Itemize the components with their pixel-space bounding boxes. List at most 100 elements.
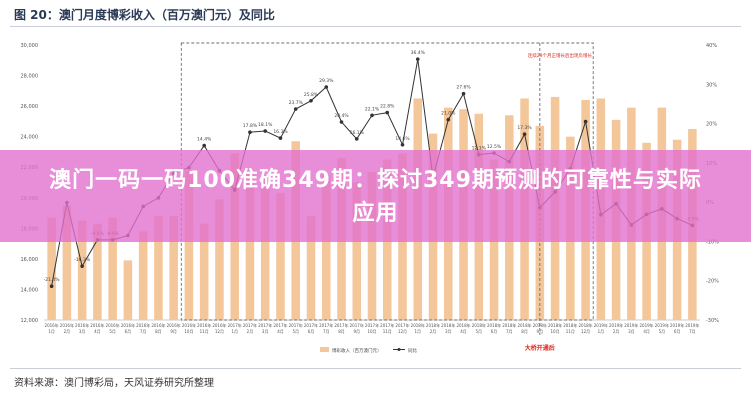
x-tick-year: 2016年 xyxy=(212,322,226,328)
yoy-point xyxy=(278,136,283,140)
x-tick-month: 7月 xyxy=(323,329,330,334)
x-tick-year: 2018年 xyxy=(426,322,440,328)
x-tick-month: 7月 xyxy=(140,329,147,334)
yoy-data-label: 20.4% xyxy=(334,113,349,119)
bar xyxy=(352,182,362,320)
x-tick-month: 4月 xyxy=(460,329,467,334)
x-tick-month: 1月 xyxy=(48,329,55,334)
x-tick-month: 12月 xyxy=(581,329,590,334)
x-tick-month: 5月 xyxy=(659,329,666,334)
x-tick-year: 2016年 xyxy=(121,322,135,328)
y-left-tick-label: 30,000 xyxy=(21,43,39,49)
yoy-data-label: 21.0% xyxy=(441,111,456,117)
bar xyxy=(245,170,255,320)
yoy-point xyxy=(522,132,527,136)
bar xyxy=(138,231,148,320)
bar xyxy=(47,217,56,320)
x-tick-year: 2016年 xyxy=(60,322,74,328)
bar xyxy=(77,220,87,320)
yoy-data-label: 17.8% xyxy=(243,123,258,129)
x-tick-month: 11月 xyxy=(383,329,392,334)
y-left-tick-label: 12,000 xyxy=(21,318,39,324)
x-tick-month: 11月 xyxy=(200,329,209,334)
x-tick-year: 2017年 xyxy=(304,322,318,328)
y-left-tick-label: 14,000 xyxy=(21,287,39,293)
x-tick-month: 9月 xyxy=(537,329,544,334)
bar xyxy=(199,223,209,320)
banner-text: 澳门一码一码100准确349期：探讨349期预测的可靠性与实际应用 xyxy=(49,168,702,226)
x-tick-year: 2019年 xyxy=(655,322,669,328)
yoy-point xyxy=(80,264,84,268)
x-tick-year: 2016年 xyxy=(151,322,165,328)
y-right-tick-label: 30% xyxy=(706,82,717,88)
x-tick-year: 2016年 xyxy=(106,322,120,328)
x-tick-month: 2月 xyxy=(613,329,620,334)
x-tick-month: 5月 xyxy=(476,329,483,334)
y-right-tick-label: 20% xyxy=(706,122,717,128)
x-tick-month: 6月 xyxy=(674,329,681,334)
x-tick-year: 2017年 xyxy=(228,322,242,328)
x-tick-month: 12月 xyxy=(215,329,224,334)
y-right-tick-label: 40% xyxy=(706,43,717,49)
x-tick-month: 5月 xyxy=(292,329,299,334)
y-left-tick-label: 24,000 xyxy=(21,135,39,141)
yoy-point xyxy=(248,130,252,135)
x-tick-month: 4月 xyxy=(277,329,284,334)
yoy-data-label: 16.3% xyxy=(273,129,288,135)
yoy-data-label: -21.4% xyxy=(44,277,61,283)
x-tick-month: 3月 xyxy=(79,329,86,334)
x-tick-year: 2018年 xyxy=(487,322,501,328)
yoy-point xyxy=(339,120,344,124)
x-tick-year: 2017年 xyxy=(319,322,333,328)
y-left-tick-label: 28,000 xyxy=(21,74,39,80)
yoy-point xyxy=(415,57,420,61)
yoy-point xyxy=(263,129,268,133)
x-tick-year: 2019年 xyxy=(609,322,623,328)
bar xyxy=(123,260,133,320)
legend-label-bar: 博彩收入（百万澳门元） xyxy=(332,347,382,354)
yoy-point xyxy=(293,107,298,111)
x-tick-month: 3月 xyxy=(262,329,269,334)
x-tick-year: 2019年 xyxy=(594,322,608,328)
overlay-banner: 澳门一码一码100准确349期：探讨349期预测的可靠性与实际应用 xyxy=(0,150,751,242)
bar xyxy=(184,170,194,320)
x-tick-year: 2017年 xyxy=(289,322,303,328)
annotation-bridge-text: 大桥开通后 xyxy=(525,344,555,352)
bar xyxy=(215,199,224,320)
x-tick-month: 9月 xyxy=(353,329,360,334)
yoy-point xyxy=(354,137,359,141)
x-tick-year: 2018年 xyxy=(563,322,577,328)
x-tick-month: 1月 xyxy=(231,329,238,334)
x-tick-month: 3月 xyxy=(628,329,635,334)
figure-title: 图 20：澳门月度博彩收入（百万澳门元）及同比 xyxy=(14,8,275,22)
bar xyxy=(260,177,270,320)
yoy-data-label: 27.6% xyxy=(456,85,471,91)
yoy-point xyxy=(446,117,451,122)
x-tick-month: 7月 xyxy=(506,329,513,334)
x-tick-year: 2018年 xyxy=(456,322,470,328)
x-tick-month: 8月 xyxy=(155,329,162,334)
x-tick-month: 6月 xyxy=(308,329,315,334)
annotation-box-text: 连续29个月正增长后出现负增长 xyxy=(528,52,593,59)
x-tick-month: 7月 xyxy=(689,329,696,334)
x-tick-month: 6月 xyxy=(491,329,498,334)
bar xyxy=(154,216,163,320)
x-tick-year: 2017年 xyxy=(273,322,287,328)
x-tick-month: 2月 xyxy=(430,329,437,334)
yoy-data-label: 12.1% xyxy=(472,146,487,152)
x-tick-month: 10月 xyxy=(367,329,376,334)
x-tick-year: 2019年 xyxy=(685,322,699,328)
yoy-data-label: 22.8% xyxy=(380,104,395,110)
y-left-tick-label: 26,000 xyxy=(21,104,39,110)
yoy-point xyxy=(202,143,206,148)
yoy-data-label: 22.1% xyxy=(365,106,380,112)
x-tick-year: 2018年 xyxy=(578,322,592,328)
x-tick-year: 2017年 xyxy=(334,322,348,328)
x-tick-month: 1月 xyxy=(414,329,421,334)
x-tick-year: 2019年 xyxy=(670,322,684,328)
x-tick-year: 2017年 xyxy=(258,322,272,328)
y-right-tick-label: -30% xyxy=(706,318,719,324)
x-tick-year: 2016年 xyxy=(167,322,181,328)
x-tick-month: 1月 xyxy=(598,329,605,334)
